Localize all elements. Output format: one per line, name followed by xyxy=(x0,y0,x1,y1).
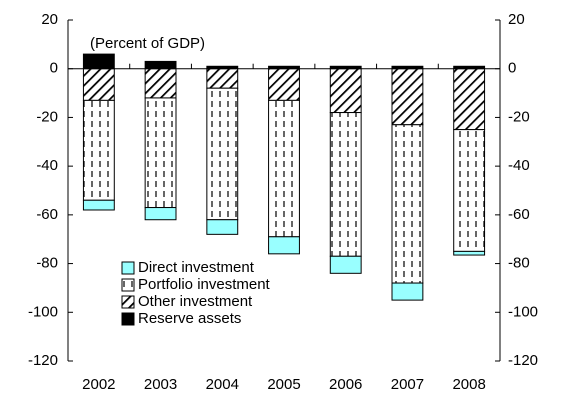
bar-segment xyxy=(82,53,115,70)
y2-tick-label: -80 xyxy=(508,255,530,272)
bar-segment xyxy=(268,68,300,101)
y-tick-label: -60 xyxy=(36,206,58,223)
bar-segment xyxy=(329,255,362,274)
bar-segment xyxy=(82,199,115,211)
y-tick-label: -40 xyxy=(36,157,58,174)
x-tick-label: 2007 xyxy=(391,376,424,393)
y2-tick-label: -40 xyxy=(508,157,530,174)
x-tick-label: 2003 xyxy=(144,376,177,393)
annotation: (Percent of GDP) xyxy=(90,35,205,52)
bar-segment xyxy=(391,68,424,126)
legend-swatch xyxy=(121,261,135,275)
y-tick-label: -120 xyxy=(28,352,58,369)
bar-segment xyxy=(268,99,300,238)
legend-label: Portfolio investment xyxy=(138,276,271,293)
y-tick-label: -80 xyxy=(36,255,58,272)
bar-segment xyxy=(329,68,362,114)
legend-label: Reserve assets xyxy=(138,310,241,327)
x-tick-label: 2002 xyxy=(82,376,115,393)
legend-swatch xyxy=(121,312,135,326)
bar-segment xyxy=(329,112,362,257)
bar-segment xyxy=(144,207,177,221)
bar-segment xyxy=(453,129,486,252)
x-tick-label: 2008 xyxy=(452,376,485,393)
x-tick-label: 2005 xyxy=(267,376,300,393)
y-tick-label: -20 xyxy=(36,108,58,125)
y2-tick-label: 0 xyxy=(508,60,516,77)
bar-segment xyxy=(268,236,300,255)
legend-swatch xyxy=(121,278,135,292)
x-tick-label: 2004 xyxy=(206,376,239,393)
bar-segment xyxy=(206,219,239,235)
y2-tick-label: 20 xyxy=(508,11,525,28)
bar-segment xyxy=(206,68,239,89)
y-tick-label: 0 xyxy=(50,60,58,77)
bar-segment xyxy=(391,282,424,301)
bar-segment xyxy=(206,87,239,221)
legend-label: Direct investment xyxy=(138,259,255,276)
legend-label: Other investment xyxy=(138,293,253,310)
y-tick-label: -100 xyxy=(28,303,58,320)
bar-segment xyxy=(144,68,177,99)
bar-segment xyxy=(144,97,177,209)
legend-swatch xyxy=(121,295,135,309)
y2-tick-label: -120 xyxy=(508,352,538,369)
bar-segment xyxy=(453,68,486,131)
y-tick-label: 20 xyxy=(41,11,58,28)
bar-segment xyxy=(144,60,177,70)
bar-segment xyxy=(82,68,115,101)
y2-tick-label: -100 xyxy=(508,303,538,320)
bars xyxy=(82,53,486,301)
y2-tick-label: -20 xyxy=(508,108,530,125)
y2-tick-label: -60 xyxy=(508,206,530,223)
bar-segment xyxy=(453,250,486,256)
bar-segment xyxy=(391,124,424,284)
x-tick-label: 2006 xyxy=(329,376,362,393)
bar-segment xyxy=(82,99,115,201)
